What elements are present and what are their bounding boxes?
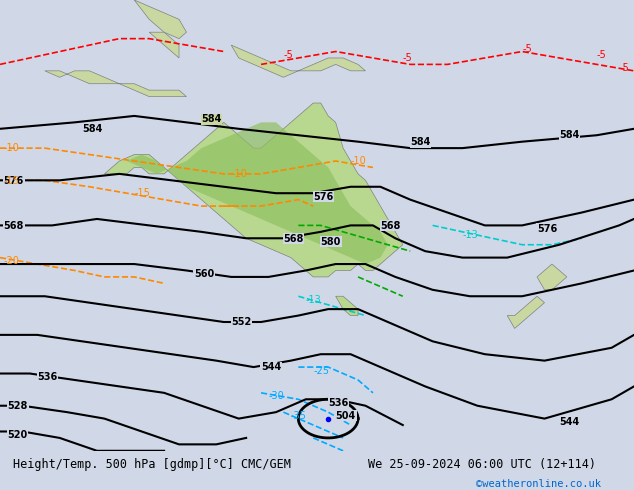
Text: 536: 536 [37,372,58,382]
Text: 536: 536 [328,398,349,408]
Text: -5: -5 [619,63,629,73]
Polygon shape [134,0,186,39]
Text: 520: 520 [8,430,28,440]
Text: Height/Temp. 500 hPa [gdmp][°C] CMC/GEM: Height/Temp. 500 hPa [gdmp][°C] CMC/GEM [13,458,290,471]
Polygon shape [105,103,403,277]
Text: -5: -5 [283,50,293,60]
Polygon shape [45,71,186,97]
Text: 584: 584 [202,114,222,124]
Text: 576: 576 [313,192,333,202]
Polygon shape [112,122,388,264]
Polygon shape [537,264,567,290]
Text: 552: 552 [231,317,252,327]
Text: 580: 580 [321,237,341,247]
Text: -10: -10 [351,156,366,166]
Text: -15: -15 [4,175,20,186]
Text: -20: -20 [4,256,20,266]
Text: 576: 576 [537,224,557,234]
Text: ©weatheronline.co.uk: ©weatheronline.co.uk [476,479,600,489]
Text: 568: 568 [380,220,401,231]
Text: 544: 544 [559,417,579,427]
Text: 584: 584 [559,130,579,141]
Text: 584: 584 [410,137,430,147]
Text: 576: 576 [4,175,24,186]
Text: 560: 560 [194,269,214,279]
Text: -15: -15 [134,189,150,198]
Text: -10: -10 [231,169,247,179]
Polygon shape [507,296,545,328]
Text: -30: -30 [269,392,284,401]
Text: -13: -13 [306,294,321,305]
Text: -5: -5 [597,50,607,60]
Text: -13: -13 [462,230,478,240]
Polygon shape [231,45,365,77]
Text: 584: 584 [82,124,103,134]
Text: -25: -25 [313,366,329,375]
Text: 504: 504 [335,411,356,420]
Text: -35: -35 [291,411,307,420]
Text: -10: -10 [4,144,20,153]
Text: We 25-09-2024 06:00 UTC (12+114): We 25-09-2024 06:00 UTC (12+114) [368,458,596,471]
Polygon shape [335,296,358,316]
Text: 544: 544 [261,362,281,372]
Text: 568: 568 [283,234,304,244]
Text: -5: -5 [403,53,413,63]
Polygon shape [149,32,179,58]
Text: 528: 528 [8,401,28,411]
Text: 568: 568 [4,220,24,231]
Text: -5: -5 [522,44,532,53]
